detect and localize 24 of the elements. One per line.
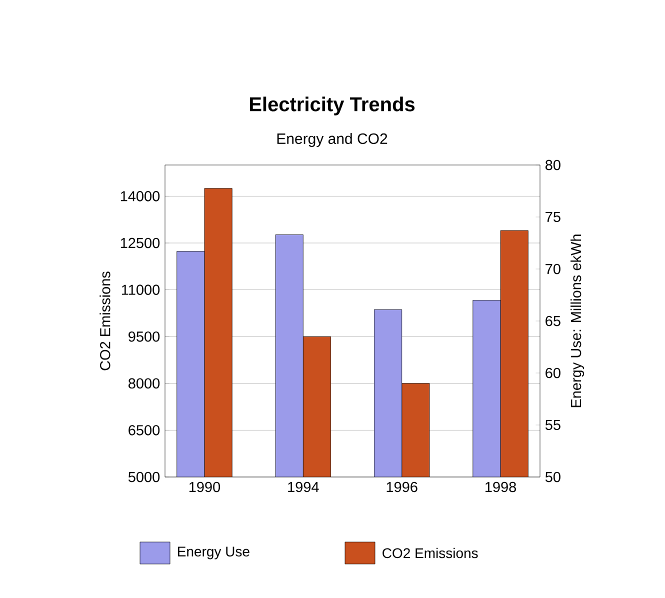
x-tick-label: 1994: [288, 482, 319, 492]
y2-axis-title: Energy Use: Millions ekWh: [570, 234, 584, 408]
x-tick-label: 1996: [386, 482, 418, 492]
y-tick-label: 6500: [128, 425, 160, 436]
y-tick-label: 8000: [128, 378, 160, 389]
legend-label: Energy Use: [178, 546, 250, 560]
y2-tick-label: 50: [545, 472, 560, 482]
y2-tick-label: 70: [546, 264, 560, 274]
chart-subtitle: Energy and CO2: [277, 132, 388, 147]
y-axis-title: CO2 Emissions: [100, 272, 110, 370]
y-tick-label: 12500: [120, 238, 160, 248]
y-tick-label: 9500: [128, 331, 160, 342]
y-tick-label: 11000: [122, 284, 160, 295]
y2-tick-label: 60: [546, 368, 560, 378]
y-tick-label: 14000: [120, 191, 160, 202]
y2-tick-label: 65: [546, 316, 560, 326]
x-tick-label: 1998: [486, 482, 516, 492]
y2-tick-label: 55: [545, 420, 560, 430]
y2-tick-label: 75: [546, 212, 560, 222]
chart-title: Electricity Trends: [250, 96, 415, 116]
y-tick-label: 5000: [128, 472, 160, 482]
x-tick-label: 1990: [189, 482, 220, 492]
legend-label: CO2 Emissions: [382, 548, 478, 558]
y2-tick-label: 80: [545, 160, 560, 170]
